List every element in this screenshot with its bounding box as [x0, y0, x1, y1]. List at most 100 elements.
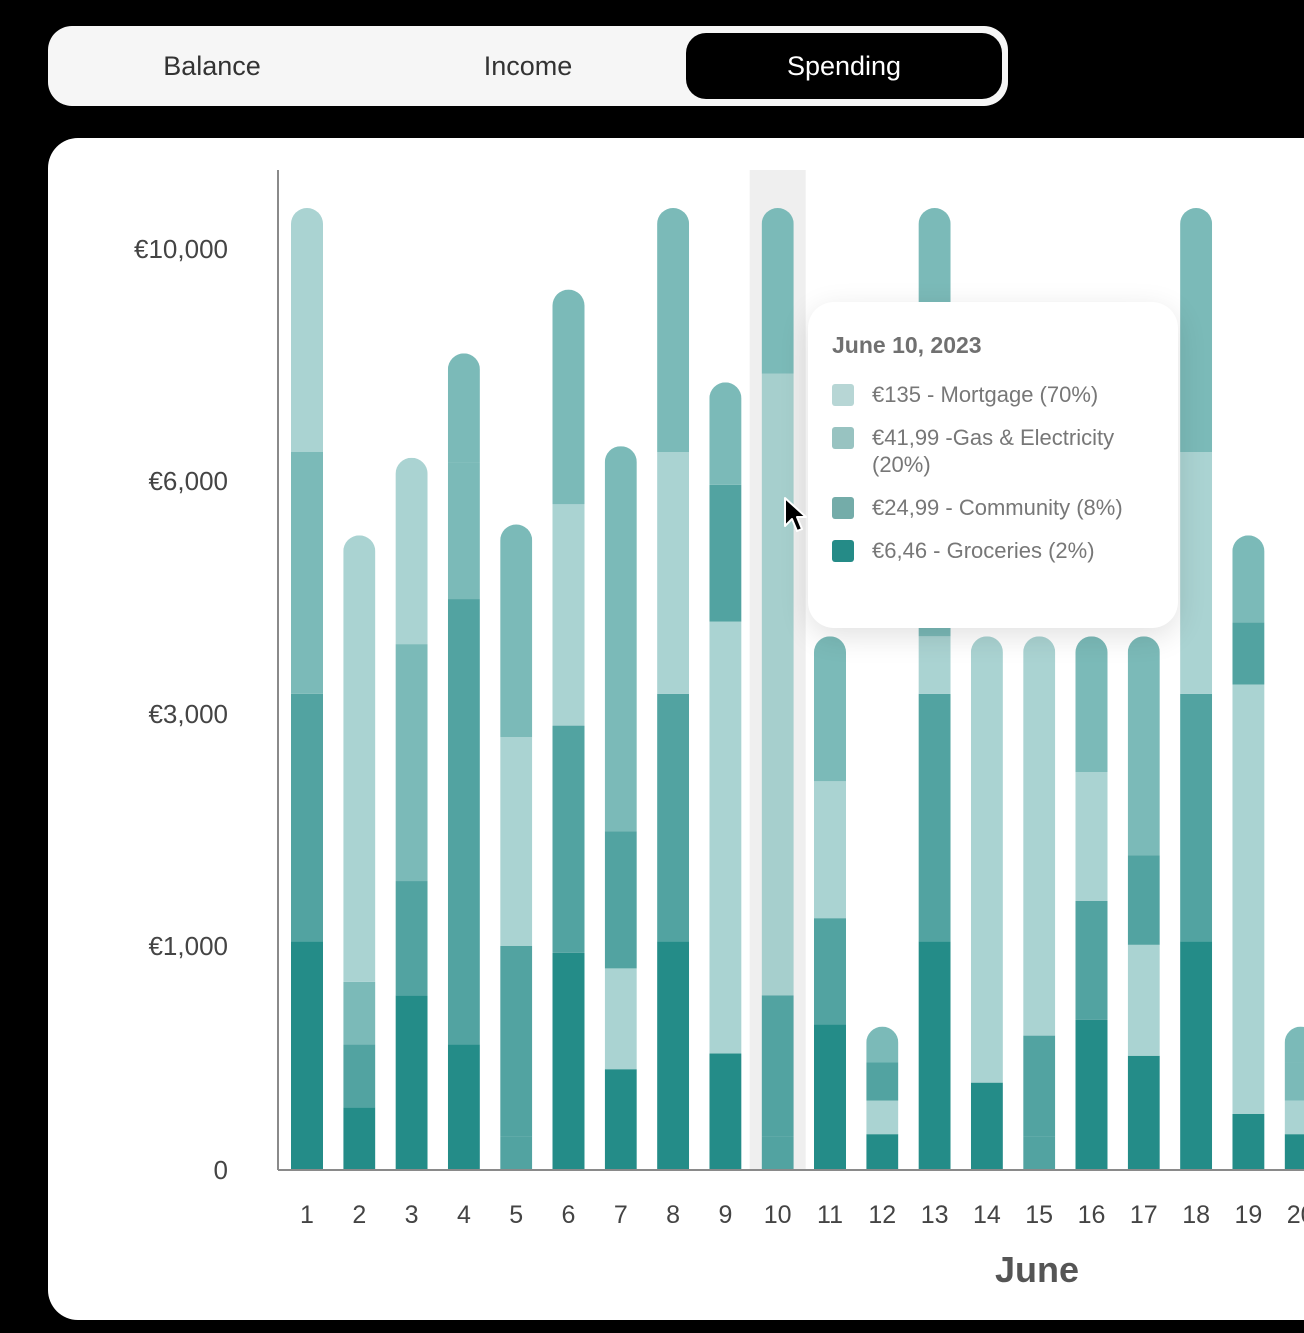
x-tick-label: 8: [666, 1201, 680, 1229]
bar-day-14[interactable]: [970, 636, 1003, 1170]
bar-segment-community: [500, 946, 533, 1137]
bar-segment-groceries: [657, 941, 690, 1170]
bar-day-10[interactable]: [761, 208, 794, 1170]
bar-day-6[interactable]: [552, 289, 585, 1170]
bar-segment-community: [814, 918, 846, 1025]
bar-segment-mortgage: [866, 1100, 899, 1135]
bar-segment-gas-electricity: [709, 382, 742, 485]
x-tick-label: 6: [562, 1201, 576, 1229]
bar-day-11[interactable]: [814, 636, 846, 1170]
bar-segment-mortgage: [395, 457, 428, 645]
x-tick-label: 19: [1234, 1201, 1262, 1229]
bar-day-16[interactable]: [1075, 636, 1108, 1170]
tooltip-item-text: €135 - Mortgage (70%): [872, 382, 1099, 407]
bar-segment-groceries: [918, 941, 951, 1170]
bar-segment-groceries: [343, 1107, 376, 1170]
x-axis-label: June: [995, 1249, 1079, 1290]
bar-segment-gas-electricity: [1127, 636, 1160, 856]
bar-segment-gas-electricity: [657, 208, 690, 452]
bar-day-3[interactable]: [395, 457, 428, 1170]
bar-segment-mortgage: [604, 968, 637, 1070]
tooltip-item-gas-electricity: €41,99 -Gas & Electricity (20%): [832, 424, 1154, 478]
x-tick-label: 7: [614, 1201, 628, 1229]
bar-segment-community: [1023, 1035, 1056, 1137]
y-tick-label: €3,000: [148, 699, 228, 729]
legend-swatch-gas-electricity: [832, 427, 854, 449]
bar-segment-community: [500, 1136, 533, 1170]
bar-day-18[interactable]: [1180, 208, 1213, 1170]
bar-segment-gas-electricity: [761, 208, 794, 374]
bar-segment-community: [447, 599, 480, 1045]
bar-segment-community: [761, 995, 794, 1137]
bar-segment-community: [1075, 900, 1108, 1020]
bar-segment-community: [1023, 1136, 1056, 1170]
x-tick-label: 2: [352, 1201, 366, 1229]
x-tick-label: 20: [1287, 1201, 1304, 1229]
bar-segment-groceries: [1232, 1114, 1265, 1170]
bar-segment-gas-electricity: [343, 981, 376, 1045]
tooltip-item-mortgage: €135 - Mortgage (70%): [832, 381, 1154, 408]
tab-balance[interactable]: Balance: [163, 50, 261, 81]
bar-tooltip: June 10, 2023 €135 - Mortgage (70%) €41,…: [808, 302, 1178, 628]
bar-segment-mortgage: [500, 737, 533, 946]
y-tick-label: €1,000: [148, 931, 228, 961]
bar-segment-gas-electricity: [447, 462, 480, 600]
bar-segment-gas-electricity: [1075, 636, 1108, 772]
y-tick-label: 0: [214, 1155, 228, 1185]
bar-segment-gas-electricity: [1284, 1062, 1304, 1101]
bar-segment-community: [1232, 622, 1265, 685]
x-tick-label: 10: [764, 1201, 792, 1229]
tab-spending[interactable]: Spending: [686, 33, 1002, 99]
tooltip-date: June 10, 2023: [832, 332, 982, 358]
bar-day-5[interactable]: [500, 524, 533, 1170]
legend-swatch-mortgage: [832, 384, 854, 406]
x-tick-label: 4: [457, 1201, 471, 1229]
y-tick-label: €10,000: [134, 234, 228, 264]
bar-day-15[interactable]: [1023, 636, 1056, 1170]
bar-day-9[interactable]: [709, 382, 742, 1170]
bar-segment-gas-electricity: [1232, 535, 1265, 623]
bar-segment-gas-electricity: [552, 289, 585, 505]
bar-day-2[interactable]: [343, 535, 376, 1170]
bar-segment-gas-electricity: [447, 353, 480, 463]
bar-segment-mortgage: [1127, 944, 1160, 1056]
bar-day-17[interactable]: [1127, 636, 1160, 1170]
bar-day-4[interactable]: [447, 353, 480, 1170]
bar-day-20[interactable]: [1284, 1026, 1304, 1170]
tooltip-item-text: €24,99 - Community (8%): [872, 495, 1123, 520]
bar-segment-groceries: [604, 1069, 637, 1170]
x-tick-label: 13: [921, 1201, 949, 1229]
bar-segment-mortgage: [761, 373, 794, 996]
bar-segment-community: [395, 881, 428, 996]
bar-segment-mortgage: [709, 621, 742, 1054]
bar-day-7[interactable]: [604, 446, 637, 1170]
bar-segment-gas-electricity: [866, 1026, 899, 1063]
bar-segment-community: [918, 693, 951, 942]
bar-segment-mortgage: [291, 208, 323, 452]
bar-segment-community: [343, 1044, 376, 1108]
bar-segment-groceries: [709, 1053, 742, 1170]
x-tick-label: 17: [1130, 1201, 1158, 1229]
bar-segment-gas-electricity: [604, 446, 637, 832]
mouse-pointer-icon: [784, 497, 807, 532]
bar-segment-groceries: [866, 1134, 899, 1170]
tooltip-item-text: €41,99 -Gas & Electricity (20%): [872, 425, 1115, 477]
bar-segment-groceries: [395, 995, 428, 1170]
bar-segment-community: [709, 484, 742, 622]
bar-segment-community: [291, 693, 323, 942]
bar-day-1[interactable]: [291, 208, 323, 1170]
bar-segment-community: [1127, 855, 1160, 945]
bar-day-8[interactable]: [657, 208, 690, 1170]
chart-card: 0 €1,000 €3,000 €6,000 €10,000 1 2 3 4 5 6 7 8 9 10 11 1…: [48, 138, 1304, 1320]
bar-day-12[interactable]: [866, 1026, 899, 1170]
bar-day-19[interactable]: [1232, 535, 1265, 1170]
bar-segment-groceries: [552, 952, 585, 1170]
tab-bar: Balance Income Spending: [48, 26, 1008, 106]
tab-income[interactable]: Income: [483, 50, 573, 81]
bar-segment-community: [657, 693, 690, 942]
bar-segment-groceries: [1127, 1055, 1160, 1170]
bar-segment-gas-electricity: [291, 452, 323, 694]
bar-segment-gas-electricity: [500, 524, 533, 738]
x-tick-label: 9: [718, 1201, 732, 1229]
bar-segment-mortgage: [1023, 636, 1056, 1036]
